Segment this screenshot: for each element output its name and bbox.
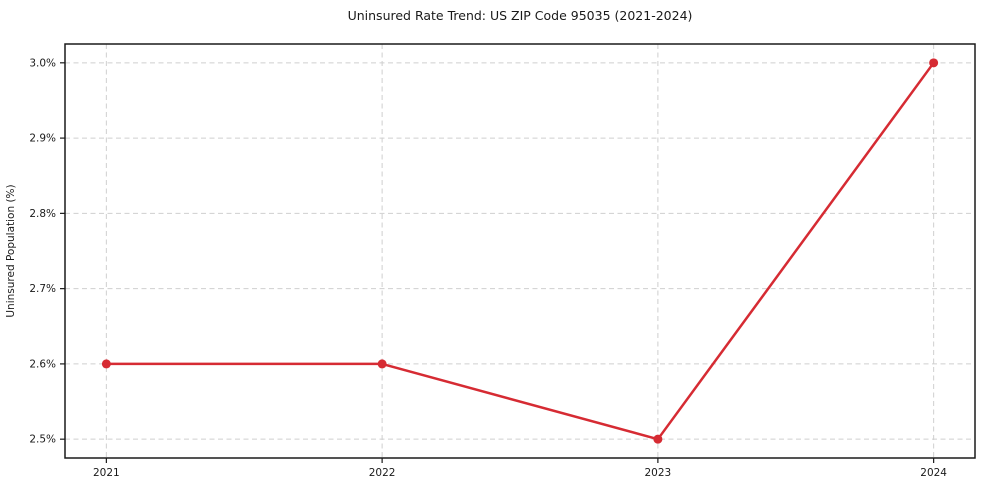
x-tick-label: 2024 — [920, 467, 947, 479]
y-tick-label: 2.6% — [29, 358, 56, 370]
trend-line — [105, 61, 935, 441]
grid-layer — [65, 44, 975, 458]
data-point-marker — [101, 359, 111, 369]
data-point-marker — [929, 58, 939, 68]
y-tick-label: 2.9% — [29, 133, 56, 145]
x-tick-label: 2023 — [645, 467, 672, 479]
y-axis-label: Uninsured Population (%) — [5, 184, 17, 317]
series-layer — [101, 58, 939, 444]
y-tick-label: 2.8% — [29, 208, 56, 220]
y-tick-label: 2.7% — [29, 283, 56, 295]
x-tick-label: 2021 — [93, 467, 120, 479]
y-tick-label: 3.0% — [29, 57, 56, 69]
plot-border — [64, 43, 976, 459]
data-point-marker — [377, 359, 387, 369]
x-tick-label: 2022 — [369, 467, 396, 479]
chart-title: Uninsured Rate Trend: US ZIP Code 95035 … — [348, 8, 693, 23]
axes-layer: 2021 2022 2023 2024 2.5% 2.6% 2.7% 2.8% 2.9% 3.0% — [29, 43, 976, 479]
data-point-marker — [653, 434, 663, 444]
y-tick-label: 2.5% — [29, 434, 56, 446]
